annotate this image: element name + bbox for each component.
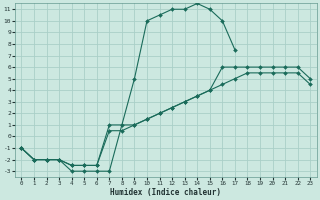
- X-axis label: Humidex (Indice chaleur): Humidex (Indice chaleur): [110, 188, 221, 197]
